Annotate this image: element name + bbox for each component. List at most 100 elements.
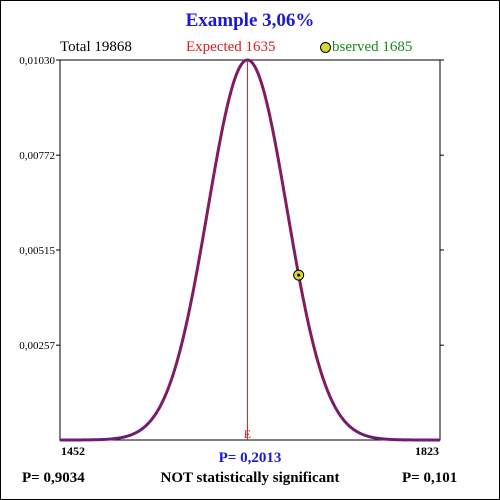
curve-point [272,130,274,133]
curve-point [110,438,113,440]
curve-point [350,426,352,429]
observed-legend: bserved 1685 [320,39,412,56]
curve-point [175,361,178,364]
curve-point [395,438,397,441]
curve-point [327,391,330,394]
curve-point [61,439,63,441]
curve-point [137,430,139,433]
curve-point [204,222,207,225]
curve-point [171,375,174,377]
curve-point [69,439,72,441]
curve-point [399,438,401,441]
curve-point [315,354,317,356]
curve-point [333,405,336,407]
curve-point [325,386,328,389]
curve-point [161,401,164,403]
curve-point [348,424,350,427]
curve-point [163,396,166,399]
curve-point [245,59,248,61]
curve-point [83,439,86,441]
curve-point [122,436,125,438]
curve-point [77,439,80,441]
curve-point [360,432,362,435]
curve-point [108,438,110,440]
curve-point [341,418,344,420]
curve-point [75,439,78,441]
chart-title: Example 3,06% [185,10,315,31]
curve-point [393,438,395,441]
curve-point [239,65,242,67]
curve-point [153,415,156,417]
curve-point [292,245,295,248]
curve-point [134,432,137,434]
curve-point [352,428,354,430]
curve-point [173,368,176,371]
curve-point [378,437,381,440]
curve-point [255,69,258,71]
curve-point [374,437,377,439]
curve-point [311,338,313,340]
p-value-center: P= 0,2013 [218,450,282,466]
curve-point [419,439,422,441]
curve-point [233,80,235,82]
curve-point [290,234,293,236]
curve-point [276,152,278,154]
curve-point [85,439,88,441]
curve-point [300,290,303,293]
curve-point [182,338,184,340]
curve-point [432,439,434,441]
curve-point [401,439,403,441]
curve-point [94,438,96,441]
curve-point [225,111,227,113]
curve-point [280,175,283,177]
p-value-right: P= 0,101 [402,470,458,486]
x-tick-label-max: 1823 [415,444,439,458]
curve-point [302,300,305,303]
curve-point [210,186,213,189]
curve-point [151,418,153,420]
curve-point [407,439,410,441]
curve-point [335,408,338,411]
curve-point [98,438,100,441]
curve-point [354,429,356,432]
curve-point [337,412,340,414]
curve-point [288,222,291,225]
curve-point [364,434,367,437]
curve-point [118,437,121,439]
curve-point [169,381,172,383]
y-tick-label: 0,00515 [19,245,55,257]
curve-point [212,175,215,177]
curve-point [218,141,221,143]
curve-point [247,59,250,61]
curve-point [366,435,369,437]
total-label: Total 19868 [60,39,132,55]
observed-marker-icon [320,42,331,53]
curve-point [73,439,76,441]
curve-point [319,368,321,371]
curve-point [368,435,371,438]
curve-point [145,424,147,427]
curve-point [106,438,108,441]
y-tick-label: 0,00772 [19,150,55,162]
curve-point [268,111,270,113]
curve-point [343,420,346,423]
curve-point [389,438,391,441]
significance-label: NOT statistically significant [160,470,340,486]
curve-point [231,86,233,89]
x-tick-label-min: 1452 [61,444,85,458]
curve-point [237,69,240,71]
curve-point [411,439,414,441]
curve-point [434,439,436,441]
curve-point [102,438,104,441]
curve-point [321,375,324,377]
curve-point [362,433,364,436]
observed-label: bserved 1685 [332,39,413,55]
curve-point [159,405,162,407]
curve-point [126,435,129,437]
curve-point [329,396,332,399]
curve-point [376,437,379,440]
curve-point [423,439,426,441]
curve-point [116,437,119,440]
